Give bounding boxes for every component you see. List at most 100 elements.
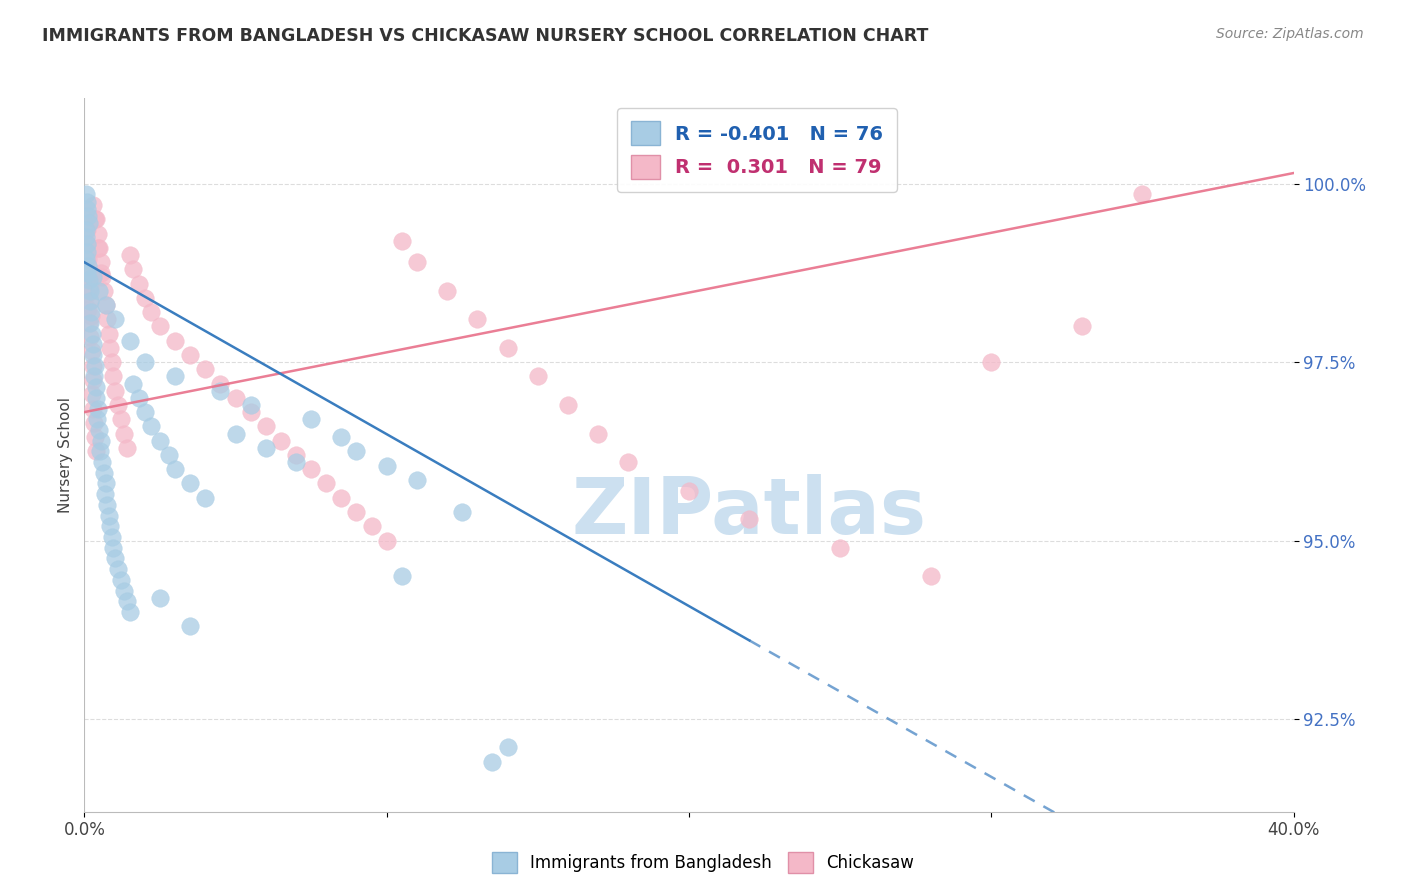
Legend: R = -0.401   N = 76, R =  0.301   N = 79: R = -0.401 N = 76, R = 0.301 N = 79 — [617, 108, 897, 193]
Point — [83, 416, 105, 430]
Point — [84, 212, 107, 227]
Point — [118, 248, 141, 262]
Point — [94, 298, 117, 312]
Point — [115, 594, 138, 608]
Point — [101, 541, 124, 555]
Point — [118, 605, 141, 619]
Point — [104, 384, 127, 398]
Point — [165, 334, 187, 348]
Point — [82, 269, 104, 284]
Point — [121, 376, 143, 391]
Point — [980, 355, 1002, 369]
Point — [90, 266, 112, 280]
Point — [97, 508, 120, 523]
Point — [82, 348, 104, 362]
Point — [375, 458, 398, 473]
Point — [86, 212, 108, 227]
Point — [134, 405, 156, 419]
Point — [467, 312, 489, 326]
Point — [107, 562, 129, 576]
Point — [284, 455, 308, 469]
Point — [110, 412, 132, 426]
Point — [481, 755, 503, 769]
Point — [391, 569, 413, 583]
Point — [118, 334, 141, 348]
Point — [94, 476, 117, 491]
Point — [588, 426, 610, 441]
Point — [179, 619, 201, 633]
Point — [84, 444, 107, 458]
Text: ZIPatlas: ZIPatlas — [572, 474, 927, 550]
Point — [83, 369, 105, 384]
Point — [90, 434, 112, 448]
Point — [96, 312, 118, 326]
Point — [76, 202, 98, 216]
Point — [330, 491, 353, 505]
Point — [79, 294, 101, 309]
Point — [76, 194, 98, 209]
Point — [179, 476, 201, 491]
Point — [346, 444, 368, 458]
Point — [678, 483, 700, 498]
Point — [284, 448, 308, 462]
Point — [91, 455, 114, 469]
Point — [115, 441, 138, 455]
Point — [94, 487, 117, 501]
Point — [165, 462, 187, 476]
Point — [406, 255, 429, 269]
Point — [112, 583, 135, 598]
Point — [239, 405, 262, 419]
Point — [330, 430, 353, 444]
Point — [82, 198, 104, 212]
Point — [496, 341, 519, 355]
Point — [920, 569, 942, 583]
Point — [98, 519, 121, 533]
Point — [830, 541, 852, 555]
Point — [94, 298, 117, 312]
Point — [496, 740, 519, 755]
Point — [110, 573, 132, 587]
Point — [82, 401, 104, 416]
Point — [76, 287, 98, 301]
Point — [89, 423, 111, 437]
Point — [75, 209, 97, 223]
Point — [87, 241, 110, 255]
Point — [375, 533, 398, 548]
Point — [93, 466, 115, 480]
Point — [77, 216, 100, 230]
Point — [77, 266, 100, 280]
Point — [82, 359, 104, 373]
Point — [87, 401, 110, 416]
Point — [112, 426, 135, 441]
Point — [134, 291, 156, 305]
Point — [80, 344, 103, 359]
Point — [76, 244, 98, 259]
Point — [89, 284, 111, 298]
Point — [80, 387, 103, 401]
Point — [738, 512, 761, 526]
Point — [76, 266, 98, 280]
Point — [87, 227, 110, 241]
Point — [77, 301, 100, 316]
Point — [77, 259, 100, 273]
Point — [80, 309, 103, 323]
Point — [451, 505, 474, 519]
Point — [93, 284, 115, 298]
Y-axis label: Nursery School: Nursery School — [58, 397, 73, 513]
Point — [299, 412, 322, 426]
Point — [406, 473, 429, 487]
Point — [80, 326, 103, 341]
Point — [209, 384, 232, 398]
Point — [76, 237, 98, 252]
Point — [179, 348, 201, 362]
Point — [209, 376, 232, 391]
Point — [617, 455, 640, 469]
Point — [104, 551, 127, 566]
Point — [76, 237, 98, 252]
Point — [239, 398, 262, 412]
Point — [139, 305, 162, 319]
Point — [194, 362, 217, 376]
Point — [165, 369, 187, 384]
Point — [315, 476, 337, 491]
Point — [134, 355, 156, 369]
